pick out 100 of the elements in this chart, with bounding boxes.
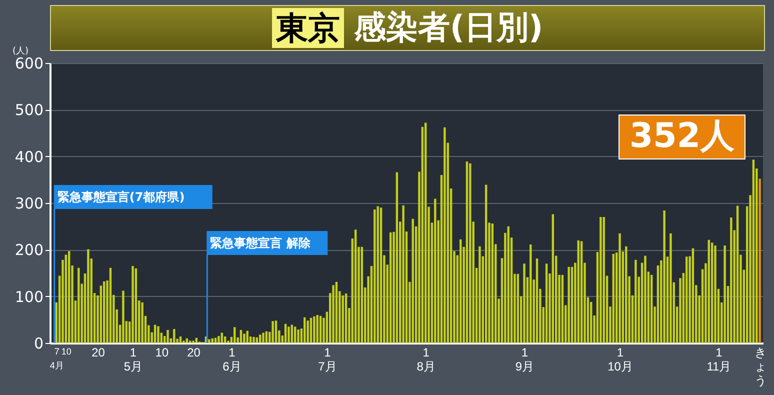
- bar: [354, 230, 357, 343]
- x-tick-label: 20: [92, 346, 106, 360]
- bar: [284, 324, 287, 343]
- bar: [344, 294, 348, 343]
- bar: [313, 316, 316, 343]
- bar: [173, 329, 176, 343]
- bar: [590, 302, 592, 343]
- bar: [141, 302, 144, 343]
- x-tick-label: 20: [187, 346, 201, 360]
- bar: [421, 126, 424, 343]
- y-tick-label: 100: [14, 288, 44, 306]
- bar: [297, 329, 300, 343]
- bar: [730, 217, 732, 343]
- bar: [290, 324, 294, 343]
- bar: [561, 274, 564, 343]
- bar: [132, 266, 134, 343]
- x-tick-label: 1 6月: [222, 346, 242, 374]
- bar: [208, 339, 210, 343]
- bar: [460, 239, 462, 343]
- chart-title: 東京 感染者(日別): [274, 7, 544, 49]
- bar: [103, 281, 106, 343]
- bar: [256, 337, 258, 343]
- bar: [752, 160, 755, 343]
- bar: [530, 244, 532, 343]
- bar: [724, 245, 726, 343]
- bar: [507, 226, 510, 343]
- x-tick-label: 1 11月: [706, 346, 732, 374]
- annotation: 352人: [630, 116, 736, 156]
- bar: [389, 232, 392, 343]
- bar: [444, 127, 446, 343]
- bar: [294, 326, 296, 343]
- bar: [577, 240, 580, 343]
- bar: [134, 268, 138, 343]
- bar: [736, 206, 739, 343]
- bar: [64, 254, 68, 343]
- bar: [545, 264, 548, 343]
- bar: [262, 332, 264, 343]
- bar: [310, 318, 312, 343]
- bar: [319, 316, 322, 343]
- y-tick-label: 200: [14, 241, 44, 260]
- bar: [570, 266, 574, 343]
- x-tick-label: 10: [155, 346, 169, 360]
- bar: [258, 334, 262, 343]
- bar: [625, 246, 628, 343]
- y-tick-label: 300: [14, 194, 44, 212]
- bar: [246, 330, 248, 343]
- bar: [218, 336, 220, 343]
- bar: [552, 214, 554, 343]
- bar: [484, 184, 488, 343]
- bar: [240, 330, 242, 343]
- bar: [396, 172, 398, 343]
- bar: [306, 320, 309, 343]
- bar: [634, 260, 637, 343]
- bar: [211, 338, 214, 343]
- bar: [568, 266, 570, 343]
- bar: [288, 326, 290, 343]
- x-tick-label: きょう: [754, 346, 766, 388]
- bar: [466, 161, 468, 343]
- ref-line-label: 緊急事態宣言 解除: [210, 236, 312, 250]
- ref-line-label: 緊急事態宣言(7都府県): [57, 190, 185, 204]
- bar: [618, 233, 621, 343]
- bar: [166, 330, 169, 343]
- bar: [234, 327, 236, 343]
- bar: [316, 315, 318, 343]
- bar: [272, 321, 274, 343]
- bar: [332, 285, 334, 343]
- bar: [536, 258, 538, 343]
- bar: [469, 163, 472, 343]
- bar: [650, 274, 653, 343]
- bar: [714, 245, 716, 343]
- bar: [600, 217, 602, 343]
- bar: [380, 208, 382, 343]
- bar: [304, 317, 306, 343]
- bar: [335, 282, 338, 343]
- bar: [402, 205, 404, 343]
- x-tick-label: 1 7月: [318, 346, 337, 374]
- bar: [516, 274, 520, 343]
- bar: [243, 334, 246, 343]
- bar: [179, 336, 182, 343]
- bar: [109, 268, 112, 343]
- bar: [491, 224, 494, 343]
- y-axis-title: (人): [12, 46, 29, 56]
- bar: [342, 295, 344, 343]
- bar: [670, 233, 672, 343]
- bar: [434, 198, 436, 343]
- bar: [274, 320, 278, 343]
- x-tick-label: 1 9月: [515, 346, 534, 374]
- bar: [252, 336, 255, 343]
- bar: [374, 210, 376, 343]
- bar: [758, 178, 761, 343]
- y-tick-label: 0: [34, 334, 44, 352]
- bar: [612, 254, 614, 343]
- bar: [376, 206, 379, 343]
- bar: [602, 217, 605, 343]
- bar: [686, 256, 688, 343]
- bar: [523, 264, 526, 343]
- bar: [412, 218, 414, 343]
- bar: [122, 290, 124, 343]
- bar: [692, 248, 694, 343]
- bar: [154, 324, 156, 343]
